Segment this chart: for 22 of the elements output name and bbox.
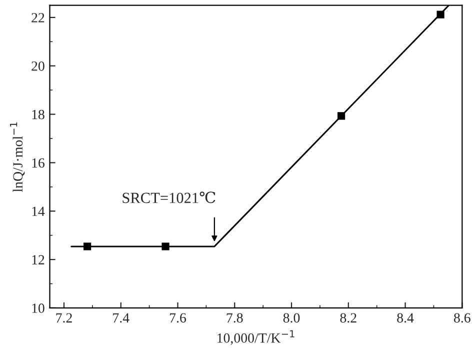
point: [436, 10, 444, 18]
x-axis-title: 10,000/T/K$^{−1}$: [218, 330, 294, 345]
y-tick-label: 12: [32, 255, 44, 264]
y-axis-title: lnQ/J·mol$^{−1}$: [10, 122, 25, 192]
point: [337, 112, 346, 120]
annotation: SRCT=1021℃: [122, 192, 216, 204]
x-tick-label: 7.6: [170, 313, 186, 323]
x-tick-label: 7.2: [56, 313, 72, 323]
y-tick-label: 18: [32, 110, 44, 120]
x-tick-label: 8.4: [397, 313, 414, 323]
x-tick-label: 8.0: [283, 313, 300, 323]
y-tick-label: 20: [32, 61, 44, 71]
y-tick-label: 10: [32, 304, 44, 313]
y-tick-label: 22: [32, 13, 44, 22]
y-tick-label: 14: [32, 206, 45, 216]
x-tick-label: 8.2: [340, 313, 356, 323]
point: [84, 242, 92, 250]
x-tick-label: 8.6: [454, 313, 470, 323]
point: [162, 242, 170, 250]
x-tick-label: 7.8: [226, 313, 243, 323]
x-tick-label: 7.4: [113, 313, 130, 323]
y-tick-label: 16: [32, 158, 44, 168]
